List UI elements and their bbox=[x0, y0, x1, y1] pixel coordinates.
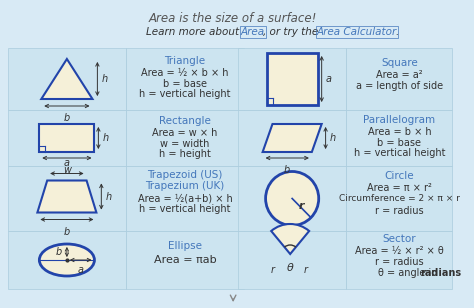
Text: r = radius: r = radius bbox=[375, 257, 424, 267]
FancyBboxPatch shape bbox=[238, 166, 346, 231]
FancyBboxPatch shape bbox=[126, 231, 244, 289]
Text: Area is the size of a surface!: Area is the size of a surface! bbox=[149, 12, 317, 25]
Text: b = base: b = base bbox=[377, 138, 421, 148]
Text: Triangle: Triangle bbox=[164, 56, 206, 66]
FancyBboxPatch shape bbox=[8, 48, 126, 110]
Text: a: a bbox=[78, 265, 84, 275]
Text: r: r bbox=[298, 201, 304, 210]
Text: Area = b × h: Area = b × h bbox=[367, 127, 431, 137]
Text: b: b bbox=[56, 247, 62, 257]
Text: Trapezium (UK): Trapezium (UK) bbox=[146, 181, 225, 191]
FancyBboxPatch shape bbox=[126, 110, 244, 166]
Text: h: h bbox=[105, 192, 111, 201]
FancyBboxPatch shape bbox=[8, 231, 126, 289]
Text: h = vertical height: h = vertical height bbox=[354, 148, 445, 158]
Text: Area = w × h: Area = w × h bbox=[152, 128, 218, 138]
Text: Area: Area bbox=[241, 27, 265, 37]
Text: .: . bbox=[395, 27, 399, 37]
Polygon shape bbox=[41, 59, 92, 99]
Text: Area = πab: Area = πab bbox=[154, 255, 216, 265]
FancyBboxPatch shape bbox=[8, 166, 126, 231]
FancyBboxPatch shape bbox=[39, 124, 94, 152]
FancyBboxPatch shape bbox=[8, 110, 126, 166]
Text: Parallelogram: Parallelogram bbox=[363, 115, 436, 125]
Text: a = length of side: a = length of side bbox=[356, 81, 443, 91]
FancyBboxPatch shape bbox=[126, 48, 244, 110]
Text: Circle: Circle bbox=[384, 171, 414, 181]
Ellipse shape bbox=[39, 244, 94, 276]
Text: r: r bbox=[304, 265, 308, 275]
Text: Rectangle: Rectangle bbox=[159, 116, 211, 126]
Text: b: b bbox=[64, 113, 70, 123]
Text: a: a bbox=[326, 74, 332, 84]
Text: Area = ½(a+b) × h: Area = ½(a+b) × h bbox=[137, 193, 232, 203]
Text: h = vertical height: h = vertical height bbox=[139, 89, 231, 99]
FancyBboxPatch shape bbox=[238, 110, 346, 166]
Text: h: h bbox=[101, 74, 108, 84]
FancyBboxPatch shape bbox=[238, 48, 346, 110]
Text: w: w bbox=[63, 165, 71, 175]
FancyBboxPatch shape bbox=[346, 166, 453, 231]
Text: r = radius: r = radius bbox=[375, 206, 424, 216]
Text: Area = ½ × b × h: Area = ½ × b × h bbox=[141, 68, 228, 78]
FancyBboxPatch shape bbox=[126, 166, 244, 231]
Text: b: b bbox=[64, 226, 70, 237]
Text: Learn more about: Learn more about bbox=[146, 27, 242, 37]
Text: θ: θ bbox=[287, 263, 293, 273]
Text: Ellipse: Ellipse bbox=[168, 241, 202, 251]
Text: Area Calculator: Area Calculator bbox=[317, 27, 397, 37]
Text: r: r bbox=[271, 265, 274, 275]
FancyBboxPatch shape bbox=[346, 110, 453, 166]
Text: radians: radians bbox=[420, 268, 461, 278]
FancyBboxPatch shape bbox=[346, 48, 453, 110]
Text: h: h bbox=[329, 133, 336, 143]
Text: Area = a²: Area = a² bbox=[376, 70, 423, 80]
FancyBboxPatch shape bbox=[266, 53, 318, 105]
Wedge shape bbox=[271, 224, 309, 254]
Text: Area = π × r²: Area = π × r² bbox=[367, 183, 432, 193]
Polygon shape bbox=[263, 124, 322, 152]
Text: , or try the: , or try the bbox=[263, 27, 318, 37]
Text: b: b bbox=[284, 165, 291, 175]
Text: Circumference = 2 × π × r: Circumference = 2 × π × r bbox=[339, 194, 460, 203]
FancyBboxPatch shape bbox=[238, 231, 346, 289]
Text: w = width: w = width bbox=[160, 139, 210, 149]
Text: θ = angle in: θ = angle in bbox=[378, 268, 440, 278]
Text: Square: Square bbox=[381, 58, 418, 68]
Circle shape bbox=[265, 172, 319, 225]
Text: h = height: h = height bbox=[159, 149, 211, 159]
Text: h: h bbox=[102, 133, 109, 143]
Text: b = base: b = base bbox=[163, 79, 207, 89]
Text: Area = ½ × r² × θ: Area = ½ × r² × θ bbox=[355, 246, 444, 256]
Text: Sector: Sector bbox=[383, 234, 416, 244]
Text: a: a bbox=[64, 157, 70, 168]
Text: Trapezoid (US): Trapezoid (US) bbox=[147, 170, 223, 180]
Text: h = vertical height: h = vertical height bbox=[139, 204, 231, 214]
Polygon shape bbox=[37, 180, 96, 213]
FancyBboxPatch shape bbox=[346, 231, 453, 289]
